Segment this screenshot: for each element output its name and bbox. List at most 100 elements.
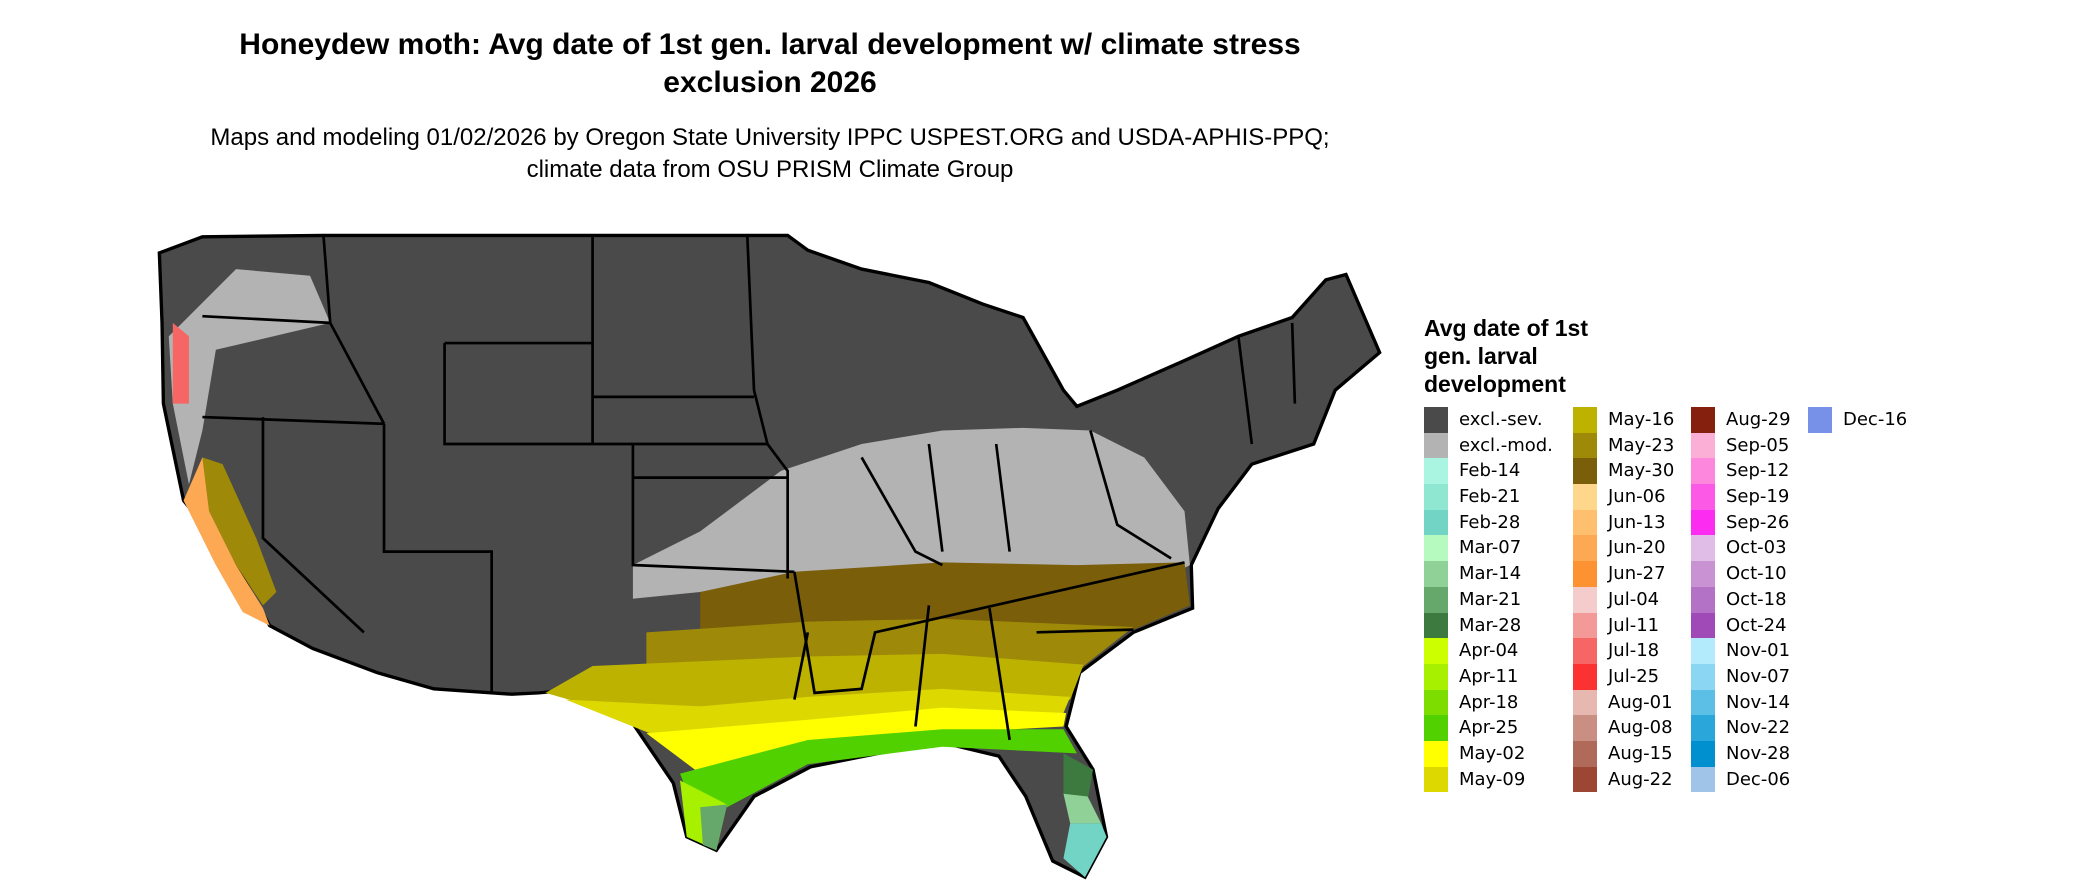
map-subtitle: Maps and modeling 01/02/2026 by Oregon S… xyxy=(210,124,1330,183)
legend-label: Aug-22 xyxy=(1608,768,1673,790)
legend-label: Jun-06 xyxy=(1608,486,1666,508)
region-feb-28 xyxy=(1063,823,1107,878)
legend-swatch xyxy=(1424,535,1448,562)
region-california-valley xyxy=(202,457,277,606)
legend-label: Nov-22 xyxy=(1726,717,1791,739)
legend-item: Oct-24 xyxy=(1691,612,1841,639)
legend-swatch xyxy=(1691,612,1715,639)
legend-item: Apr-11 xyxy=(1424,663,1574,690)
legend-label: Sep-05 xyxy=(1726,434,1790,456)
legend-swatch xyxy=(1573,432,1597,459)
region-mar-28 xyxy=(1063,753,1094,801)
legend-swatch xyxy=(1691,715,1715,741)
legend-label: Mar-07 xyxy=(1459,537,1522,559)
legend-label: Jun-27 xyxy=(1608,563,1666,585)
legend-label: Nov-14 xyxy=(1726,691,1791,713)
legend-swatch xyxy=(1573,638,1597,664)
region-apr-25 xyxy=(680,729,1077,808)
legend-item: Apr-18 xyxy=(1424,689,1574,716)
legend-label: Oct-10 xyxy=(1726,563,1787,585)
legend-item: Apr-25 xyxy=(1424,715,1574,741)
state-boundaries xyxy=(202,235,1297,741)
region-oregon-coast xyxy=(172,322,189,404)
legend-swatch xyxy=(1691,432,1715,459)
legend-label: Jul-18 xyxy=(1608,640,1660,662)
legend-item: May-16 xyxy=(1573,407,1723,433)
legend-label: Jul-11 xyxy=(1608,614,1660,636)
legend-item: May-23 xyxy=(1573,432,1723,459)
legend-swatch xyxy=(1424,509,1448,536)
legend-label: Jul-04 xyxy=(1608,588,1660,610)
legend-label: May-30 xyxy=(1608,460,1675,482)
legend-swatch xyxy=(1424,561,1448,587)
legend-item: Mar-07 xyxy=(1424,535,1574,562)
legend-item: Feb-28 xyxy=(1424,509,1574,536)
legend-item: Dec-16 xyxy=(1808,407,1958,433)
legend-swatch xyxy=(1424,432,1448,459)
legend-item: Sep-05 xyxy=(1691,432,1841,459)
legend-swatch xyxy=(1424,484,1448,510)
legend-item: Aug-08 xyxy=(1573,715,1723,741)
legend-column: Dec-16 xyxy=(1808,407,1958,433)
legend-label: Apr-04 xyxy=(1459,640,1519,662)
legend-swatch xyxy=(1424,458,1448,485)
legend-label: Oct-03 xyxy=(1726,537,1787,559)
legend-swatch xyxy=(1691,740,1715,767)
legend-label: Dec-06 xyxy=(1726,768,1791,790)
legend-label: Aug-08 xyxy=(1608,717,1673,739)
legend-label: Feb-21 xyxy=(1459,486,1521,508)
legend-label: Jun-20 xyxy=(1608,537,1666,559)
legend-label: Jul-25 xyxy=(1608,665,1660,687)
legend-column: May-16 May-23 May-30 Jun-06 Jun-13 Jun-20 Jun-… xyxy=(1573,407,1723,793)
region-california-coast xyxy=(183,457,270,626)
legend-item: Oct-03 xyxy=(1691,535,1841,562)
legend-item: excl.-sev. xyxy=(1424,407,1574,433)
legend-item: May-09 xyxy=(1424,766,1574,793)
map-title: Honeydew moth: Avg date of 1st gen. larv… xyxy=(239,28,1301,99)
legend-label: Oct-18 xyxy=(1726,588,1787,610)
legend-label: Dec-16 xyxy=(1843,409,1908,430)
legend-swatch xyxy=(1573,715,1597,741)
legend-swatch xyxy=(1573,612,1597,639)
legend-item: Jun-20 xyxy=(1573,535,1723,562)
legend-label: Apr-25 xyxy=(1459,717,1519,739)
legend-item: Mar-21 xyxy=(1424,586,1574,613)
legend-label: Feb-14 xyxy=(1459,460,1521,482)
legend-label: Apr-18 xyxy=(1459,691,1519,713)
legend-column: excl.-sev. excl.-mod. Feb-14 Feb-21 Feb-28 Ma… xyxy=(1424,407,1574,793)
legend-swatch xyxy=(1691,766,1715,793)
legend-label: Aug-15 xyxy=(1608,742,1673,764)
legend-item: Nov-14 xyxy=(1691,689,1841,716)
legend-item: Aug-15 xyxy=(1573,740,1723,767)
legend-item: Jun-27 xyxy=(1573,561,1723,587)
legend-label: Mar-14 xyxy=(1459,563,1522,585)
legend-swatch xyxy=(1691,586,1715,613)
legend-label: Aug-29 xyxy=(1726,409,1791,430)
legend-item: Jul-11 xyxy=(1573,612,1723,639)
region-may-16 xyxy=(545,653,1084,714)
legend-swatch xyxy=(1573,535,1597,562)
legend-label: Feb-28 xyxy=(1459,511,1521,533)
legend-swatch xyxy=(1573,484,1597,510)
legend-swatch xyxy=(1691,458,1715,485)
legend-label: May-02 xyxy=(1459,742,1526,764)
legend-label: Nov-28 xyxy=(1726,742,1791,764)
region-mar-14 xyxy=(1063,793,1102,824)
legend-label: Nov-07 xyxy=(1726,665,1791,687)
legend-label: Apr-11 xyxy=(1459,665,1519,687)
legend-item: Jul-04 xyxy=(1573,586,1723,613)
legend-item: Aug-22 xyxy=(1573,766,1723,793)
legend-swatch xyxy=(1424,663,1448,690)
legend-swatch xyxy=(1691,638,1715,664)
legend-swatch xyxy=(1691,535,1715,562)
legend-swatch xyxy=(1691,689,1715,716)
legend-item: Jun-06 xyxy=(1573,484,1723,510)
region-may-30 xyxy=(700,562,1190,633)
legend-swatch xyxy=(1573,407,1597,433)
legend-swatch xyxy=(1424,766,1448,793)
legend-item: Nov-22 xyxy=(1691,715,1841,741)
legend-swatch xyxy=(1691,509,1715,536)
legend-swatch xyxy=(1573,509,1597,536)
region-may-23 xyxy=(646,618,1134,666)
legend-label: Sep-12 xyxy=(1726,460,1790,482)
